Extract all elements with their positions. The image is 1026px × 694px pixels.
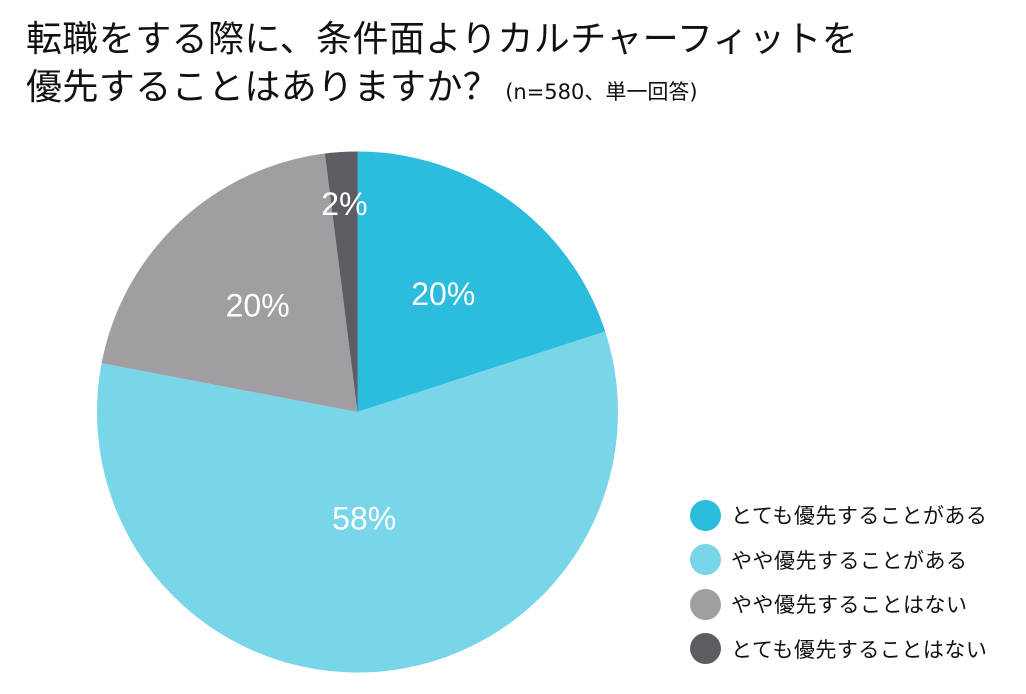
chart-title-line-1: 転職をする際に、条件面よりカルチャーフィットを — [26, 19, 859, 60]
slice-label-very-often: 20% — [411, 276, 475, 312]
slice-label-sometimes: 58% — [332, 501, 396, 537]
pie-slices — [97, 151, 619, 673]
legend-label: とても優先することはない — [731, 637, 988, 662]
legend-label: やや優先することがある — [731, 548, 968, 573]
legend-label: やや優先することはない — [731, 593, 968, 618]
pie-slice-rarely — [101, 153, 358, 412]
legend-item-rarely: やや優先することはない — [690, 582, 987, 627]
chart-title: 転職をする際に、条件面よりカルチャーフィットを 優先することはありますか？ (n=… — [26, 16, 1026, 116]
legend-item-never: とても優先することはない — [690, 627, 987, 672]
legend-item-very-often: とても優先することがある — [690, 493, 987, 538]
chart-subtitle: (n=580、単一回答) — [505, 80, 698, 104]
chart-legend: とても優先することがある やや優先することがある やや優先することはない とても… — [690, 493, 987, 671]
pie-slice-never — [324, 151, 358, 412]
chart-title-question: 優先することはありますか？ — [26, 67, 500, 108]
legend-swatch-rarely — [690, 588, 721, 620]
pie-slice-sometimes — [97, 331, 619, 673]
legend-label: とても優先することがある — [731, 504, 988, 529]
slice-label-never: 2% — [321, 186, 367, 222]
chart-title-line-2: 優先することはありますか？ (n=580、単一回答) — [26, 64, 1026, 116]
legend-swatch-sometimes — [690, 544, 721, 576]
pie-slice-labels: 20% 58% 20% 2% — [226, 186, 476, 537]
legend-swatch-very-often — [690, 499, 721, 531]
legend-swatch-never — [690, 633, 721, 665]
pie-slice-very-often — [357, 151, 606, 412]
slice-label-rarely: 20% — [226, 288, 290, 324]
legend-item-sometimes: やや優先することがある — [690, 538, 987, 583]
